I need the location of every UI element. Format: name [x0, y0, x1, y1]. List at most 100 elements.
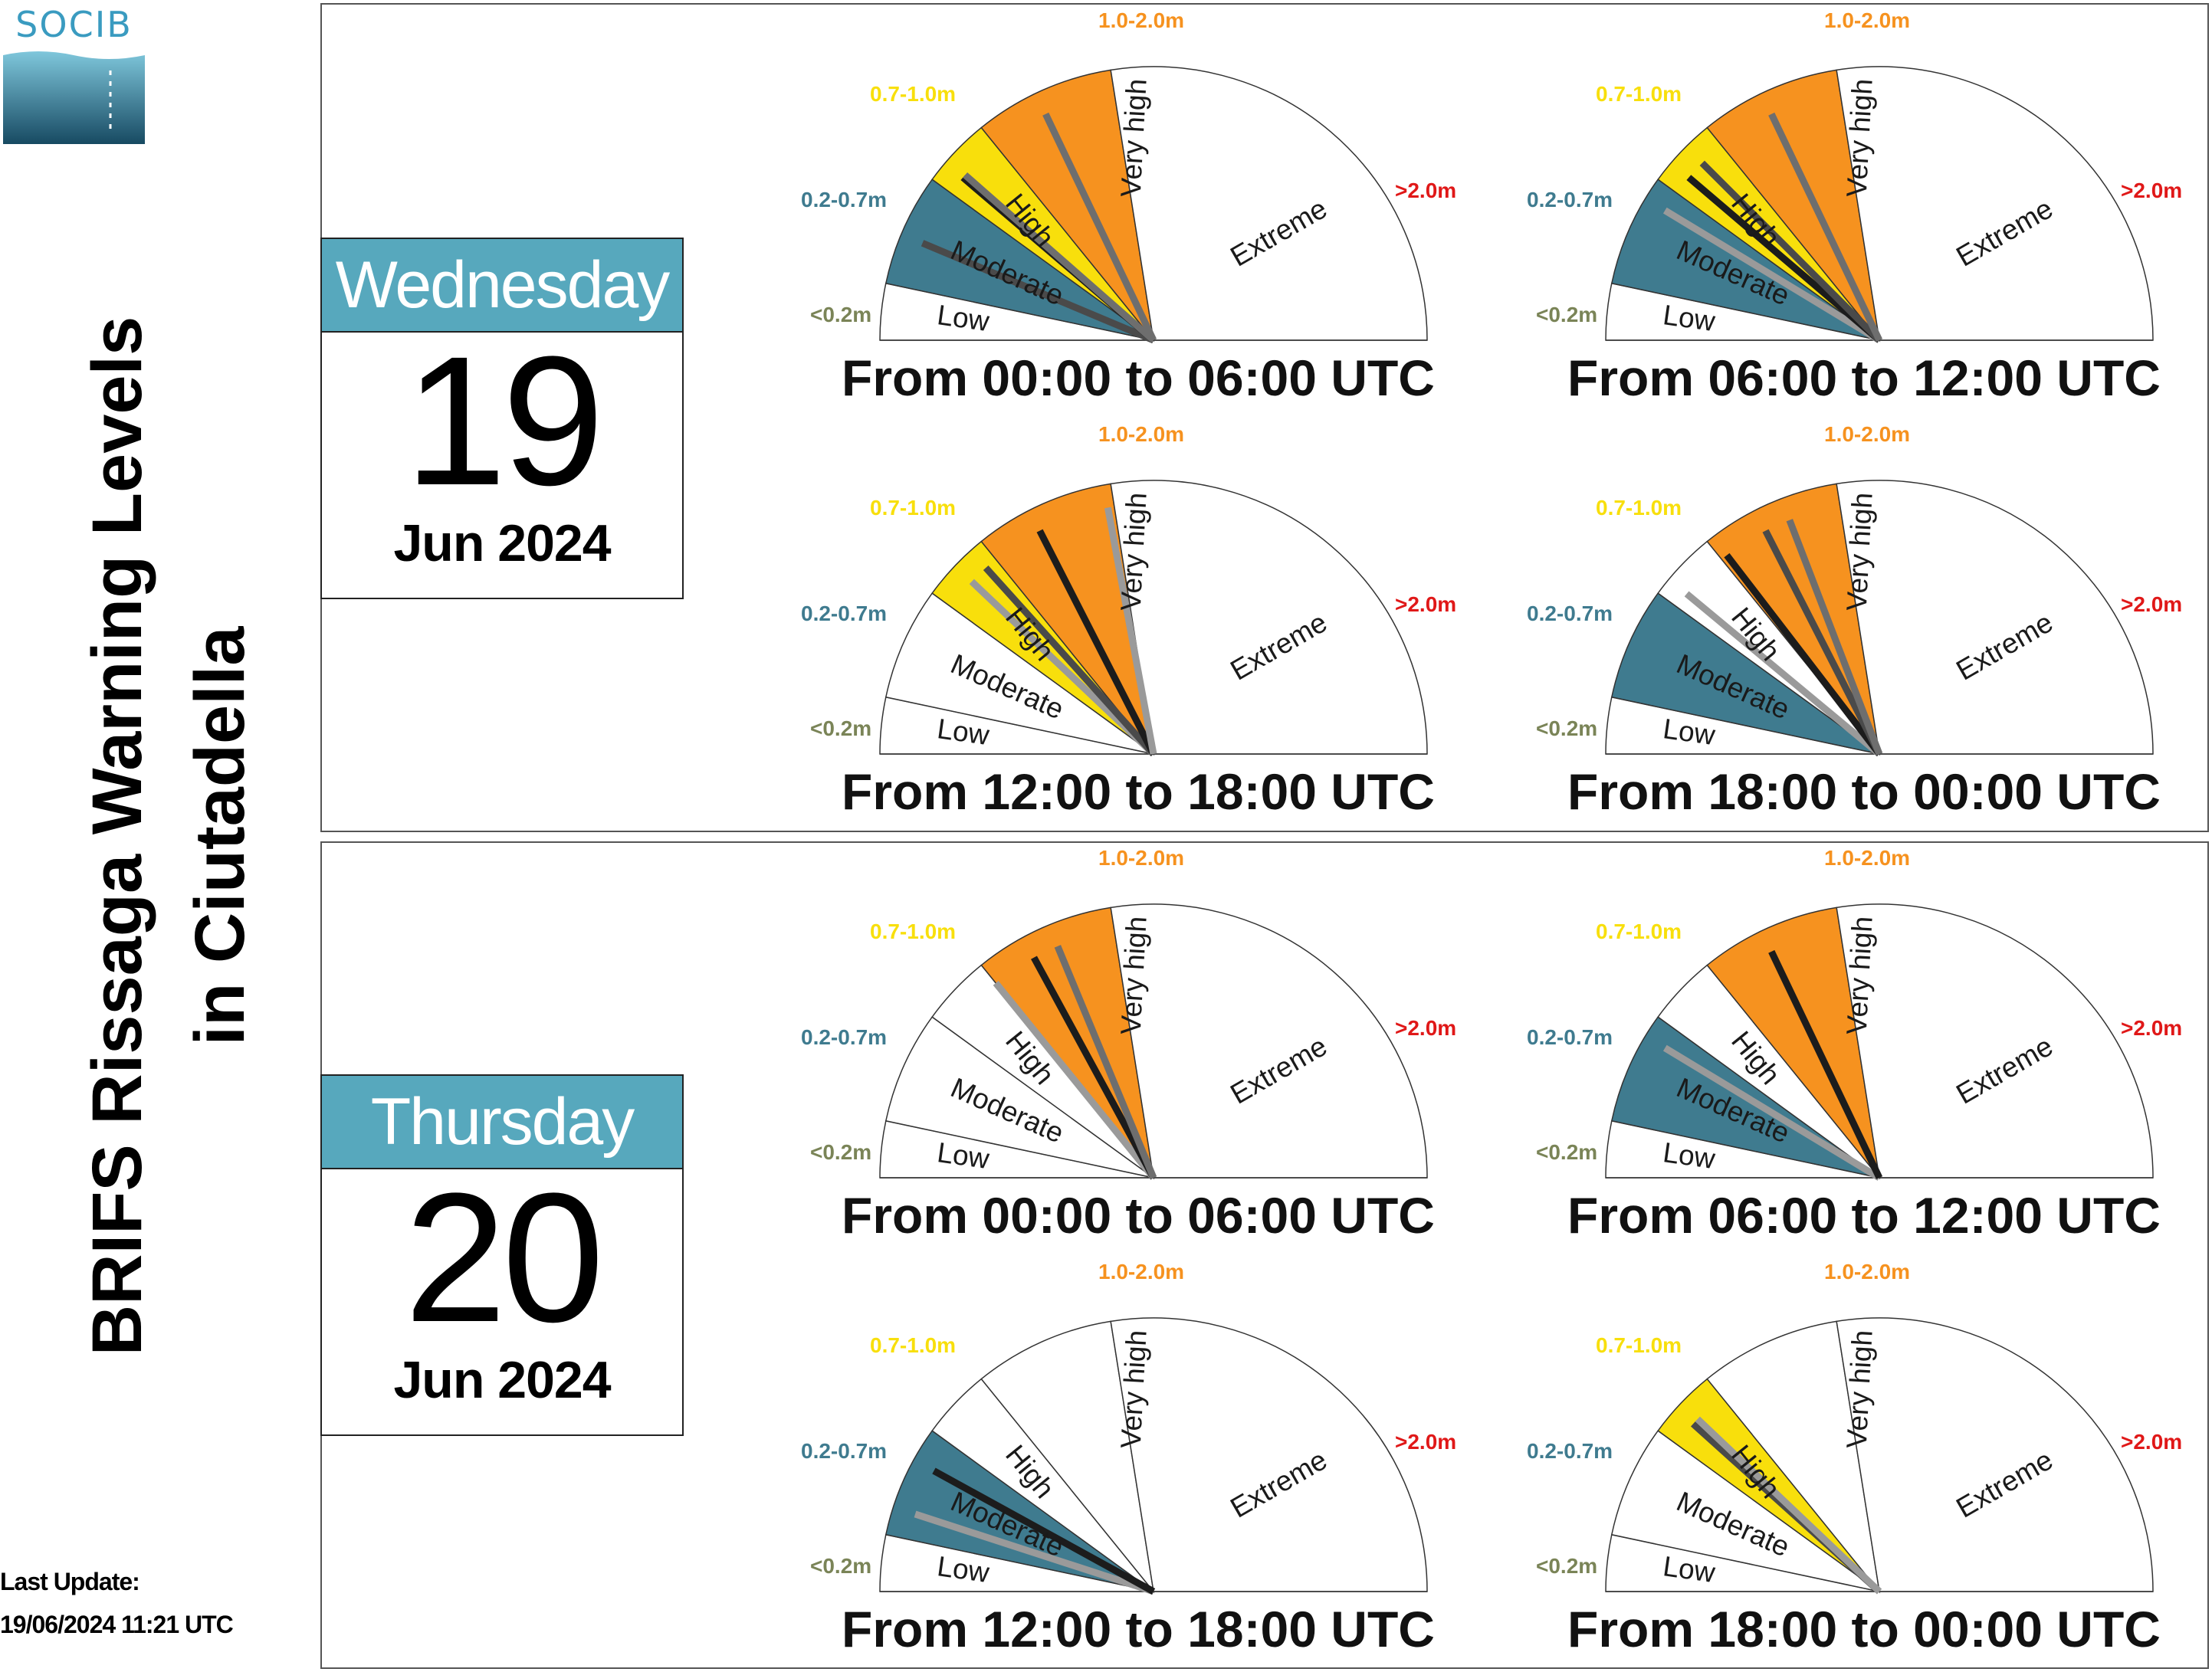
- last-update-label: Last Update:: [0, 1568, 140, 1595]
- gauge-level-label: Very high: [1841, 1329, 1879, 1449]
- gauge-range-label: >2.0m: [2121, 1430, 2182, 1454]
- logo-text: SOCIB: [15, 4, 133, 45]
- gauge-range-label: 1.0-2.0m: [1098, 1260, 1184, 1284]
- gauge-range-label: 0.2-0.7m: [801, 602, 887, 625]
- gauge-level-label: Low: [935, 1136, 991, 1175]
- gauge-needle: [983, 565, 1157, 757]
- gauge-segment: [1706, 906, 1881, 1180]
- gauge-level-label: Very high: [1115, 78, 1153, 198]
- period-label: From 06:00 to 12:00 UTC: [1567, 349, 2161, 406]
- gauge-needle: [1054, 945, 1157, 1179]
- last-update-value: 19/06/2024 11:21 UTC: [0, 1611, 234, 1638]
- gauge-segment: [1110, 1317, 1428, 1592]
- gauge-segment: [1836, 903, 2154, 1179]
- gauge-range-label: >2.0m: [2121, 179, 2182, 202]
- gauge-segment: [1110, 66, 1428, 341]
- gauge-segment: [1836, 66, 2154, 341]
- gauge-needle: [1662, 1044, 1882, 1181]
- calendar-weekday: Wednesday: [322, 239, 682, 333]
- gauge-segment: [1706, 1320, 1881, 1594]
- gauge-level-label: Low: [1661, 713, 1717, 751]
- gauge-range-label: 0.7-1.0m: [1596, 920, 1682, 943]
- gauge-range-label: 0.2-0.7m: [1527, 602, 1613, 625]
- gauge-level-label: Low: [1661, 299, 1717, 337]
- gauge-needle: [1762, 529, 1883, 756]
- gauge-level-label: Low: [1661, 1550, 1717, 1588]
- gauge-range-label: >2.0m: [1395, 179, 1456, 202]
- gauge-range-label: 0.7-1.0m: [1596, 496, 1682, 520]
- gauge-needle: [1036, 529, 1157, 756]
- gauge-range-label: <0.2m: [810, 1140, 871, 1164]
- gauge-range-label: <0.2m: [1536, 1554, 1597, 1578]
- gauge-segment: [1706, 483, 1881, 756]
- gauge-level-label: Low: [1661, 1136, 1717, 1175]
- gauge-needle: [1104, 507, 1157, 755]
- gauge-range-label: 1.0-2.0m: [1824, 846, 1910, 870]
- period-label: From 12:00 to 18:00 UTC: [842, 1601, 1435, 1657]
- gauge-segment: [980, 906, 1155, 1180]
- gauge-needle: [1699, 160, 1882, 343]
- gauge-needle: [1684, 591, 1882, 757]
- gauge-segment: [884, 592, 1154, 755]
- gauge-segment: [884, 1016, 1154, 1179]
- socib-logo: SOCIB: [3, 5, 145, 144]
- period-label: From 06:00 to 12:00 UTC: [1567, 1187, 2161, 1244]
- gauge-needle: [932, 1467, 1156, 1595]
- gauge-range-label: 1.0-2.0m: [1098, 846, 1184, 870]
- period-label: From 18:00 to 00:00 UTC: [1567, 1601, 2161, 1657]
- gauge-segment: [1836, 1317, 2154, 1592]
- gauge-needle: [993, 981, 1157, 1180]
- gauge-level-label: Very high: [1841, 78, 1879, 198]
- gauge-range-label: 0.2-0.7m: [801, 188, 887, 211]
- gauge-range-label: 1.0-2.0m: [1098, 8, 1184, 32]
- gauge-needle: [1768, 949, 1883, 1179]
- gauge-segment: [1610, 1430, 1880, 1592]
- gauge-segment: [1110, 903, 1428, 1179]
- gauge-needle: [1695, 1416, 1882, 1595]
- calendar-wednesday: Wednesday 19 Jun 2024: [320, 238, 684, 599]
- gauge-level-label: Very high: [1841, 492, 1879, 611]
- gauge-range-label: 0.7-1.0m: [870, 496, 956, 520]
- calendar-thursday: Thursday 20 Jun 2024: [320, 1074, 684, 1436]
- calendar-day-number: 20: [404, 1155, 605, 1360]
- gauge-segment: [1836, 480, 2154, 755]
- gauge-range-label: >2.0m: [2121, 592, 2182, 616]
- gauge-range-label: 0.7-1.0m: [870, 1333, 956, 1357]
- gauge-range-label: <0.2m: [810, 303, 871, 326]
- gauge-needle: [1724, 552, 1882, 756]
- period-label: From 00:00 to 06:00 UTC: [842, 349, 1435, 406]
- gauge-range-label: 0.2-0.7m: [1527, 188, 1613, 211]
- gauge-segment: [980, 1320, 1155, 1594]
- gauge-range-label: >2.0m: [1395, 1430, 1456, 1454]
- gauge-segment: [980, 69, 1155, 343]
- gauge-range-label: 1.0-2.0m: [1824, 8, 1910, 32]
- period-label: From 18:00 to 00:00 UTC: [1567, 763, 2161, 820]
- gauge-level-label: Very high: [1841, 916, 1879, 1035]
- gauge-needle: [1786, 519, 1883, 756]
- gauge-range-label: <0.2m: [1536, 303, 1597, 326]
- last-update: Last Update: 19/06/2024 11:21 UTC: [0, 1560, 234, 1646]
- period-label: From 00:00 to 06:00 UTC: [842, 1187, 1435, 1244]
- gauge-needle: [963, 172, 1156, 343]
- calendar-month-year: Jun 2024: [393, 514, 611, 572]
- gauge-range-label: 1.0-2.0m: [1824, 422, 1910, 446]
- gauge-range-label: >2.0m: [2121, 1016, 2182, 1040]
- gauge-range-label: 0.2-0.7m: [801, 1025, 887, 1049]
- gauge-range-label: 0.7-1.0m: [870, 82, 956, 106]
- gauge-range-label: <0.2m: [1536, 1140, 1597, 1164]
- gauge-range-label: 0.2-0.7m: [1527, 1025, 1613, 1049]
- gauge-segment: [1610, 592, 1880, 755]
- gauge-needle: [1031, 956, 1157, 1180]
- gauge-range-label: 0.2-0.7m: [801, 1439, 887, 1463]
- gauge-level-label: Low: [935, 1550, 991, 1588]
- period-label: From 12:00 to 18:00 UTC: [842, 763, 1435, 820]
- gauge-level-label: Low: [935, 299, 991, 337]
- gauge-needle: [914, 1510, 1155, 1595]
